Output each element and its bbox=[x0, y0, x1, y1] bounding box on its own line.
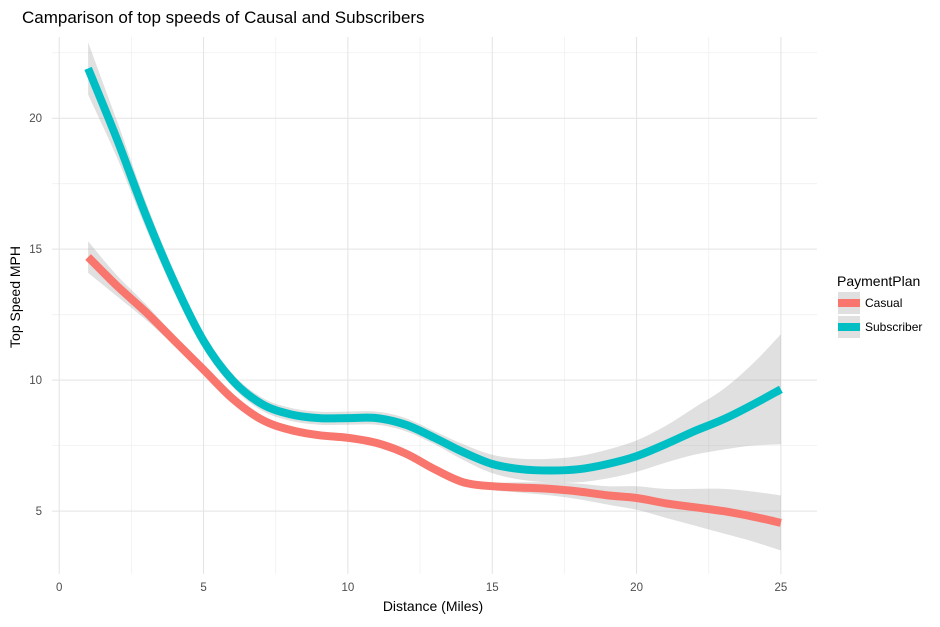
y-axis-title: Top Speed MPH bbox=[7, 246, 23, 348]
y-tick-label: 10 bbox=[29, 375, 42, 387]
x-tick-label: 20 bbox=[630, 582, 643, 594]
x-tick-label: 25 bbox=[775, 582, 788, 594]
chart-title: Camparison of top speeds of Causal and S… bbox=[22, 8, 425, 27]
legend-title: PaymentPlan bbox=[837, 273, 920, 289]
series-line-subscriber bbox=[84, 66, 783, 475]
grid-layer bbox=[52, 37, 817, 574]
y-tick-label: 5 bbox=[36, 506, 42, 518]
x-axis-title: Distance (Miles) bbox=[383, 598, 483, 614]
series-line-casual bbox=[85, 254, 782, 527]
x-tick-label: 10 bbox=[341, 582, 354, 594]
legend-label-casual: Casual bbox=[865, 296, 902, 310]
x-tick-label: 15 bbox=[486, 582, 499, 594]
x-tick-label: 5 bbox=[200, 582, 206, 594]
y-tick-label: 15 bbox=[29, 244, 42, 256]
axis-ticks: 0 5 10 15 20 25 5 10 15 20 bbox=[29, 113, 787, 594]
series-lines bbox=[84, 66, 783, 527]
legend: PaymentPlan Casual Subscriber bbox=[837, 273, 922, 338]
y-tick-label: 20 bbox=[29, 113, 42, 125]
legend-label-subscriber: Subscriber bbox=[865, 320, 922, 334]
confidence-band-subscriber bbox=[88, 42, 781, 483]
x-tick-label: 0 bbox=[56, 582, 62, 594]
